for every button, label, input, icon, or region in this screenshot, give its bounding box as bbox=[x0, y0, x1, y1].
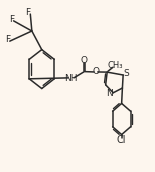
Text: Cl: Cl bbox=[117, 136, 126, 146]
Text: O: O bbox=[92, 67, 99, 77]
Text: N: N bbox=[106, 89, 113, 98]
Text: F: F bbox=[25, 8, 31, 17]
Text: S: S bbox=[123, 69, 129, 78]
Text: F: F bbox=[9, 15, 14, 24]
Text: F: F bbox=[5, 35, 10, 44]
Text: O: O bbox=[81, 56, 88, 66]
Text: NH: NH bbox=[64, 74, 77, 83]
Text: CH₃: CH₃ bbox=[107, 61, 123, 70]
